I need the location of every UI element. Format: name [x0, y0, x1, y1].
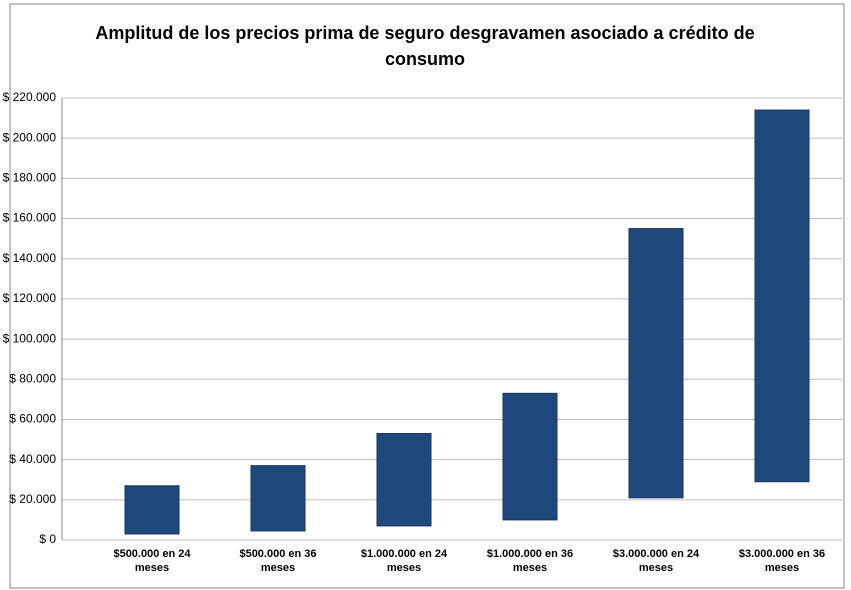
y-tick-label: $ 200.000: [3, 130, 57, 144]
y-tick-label: $ 20.000: [9, 492, 56, 506]
y-tick-label: $ 220.000: [3, 90, 57, 104]
y-tick-label: $ 80.000: [9, 371, 56, 385]
x-tick-label: $1.000.000 en 24 meses: [360, 548, 448, 574]
bar: [628, 228, 684, 499]
y-tick-label: $ 100.000: [3, 331, 57, 345]
bar: [124, 485, 180, 535]
x-tick-label: $3.000.000 en 24 meses: [612, 548, 700, 574]
bar: [754, 109, 810, 483]
bar: [250, 465, 306, 532]
x-tick-label: $1.000.000 en 36 meses: [486, 548, 574, 574]
x-tick-label: $3.000.000 en 36 meses: [738, 548, 826, 574]
bar: [376, 433, 432, 527]
y-tick-label: $ 0: [39, 532, 56, 546]
y-tick-label: $ 160.000: [3, 211, 57, 225]
y-tick-label: $ 40.000: [9, 452, 56, 466]
x-tick-label: $500.000 en 24 meses: [113, 548, 191, 574]
bar: [502, 392, 558, 521]
y-tick-label: $ 180.000: [3, 171, 57, 185]
chart-title: Amplitud de los precios prima de seguro …: [95, 23, 755, 69]
frame: [9, 3, 845, 589]
y-tick-label: $ 120.000: [3, 291, 57, 305]
x-tick-label: $500.000 en 36 meses: [239, 548, 317, 574]
y-tick-label: $ 60.000: [9, 412, 56, 426]
y-tick-label: $ 140.000: [3, 251, 57, 265]
